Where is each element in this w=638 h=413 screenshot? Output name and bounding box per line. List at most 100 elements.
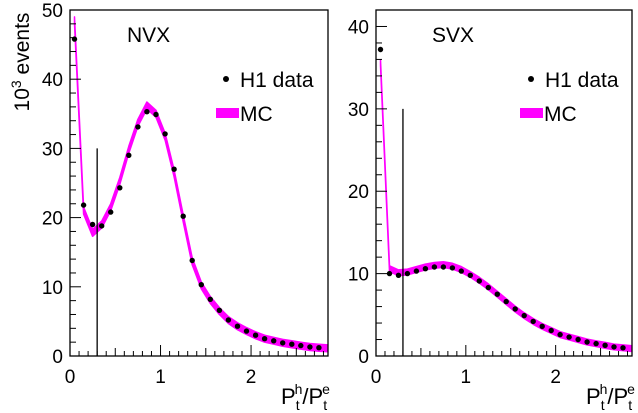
data-point	[307, 344, 313, 350]
y-tick-label: 10	[42, 278, 63, 299]
x-title-slash: /	[302, 384, 309, 409]
mc-band-series	[379, 59, 632, 353]
data-point	[449, 265, 456, 271]
x-title-sub2: t	[323, 397, 327, 413]
data-point	[512, 306, 518, 312]
x-tick-label: 0	[65, 367, 76, 388]
data-point	[216, 307, 223, 313]
legend-marker-dot	[223, 76, 229, 82]
y-axis-title-base: 10	[11, 88, 34, 111]
data-point	[271, 338, 277, 344]
x-title-sup: h	[295, 381, 303, 397]
data-point	[298, 342, 304, 349]
data-point	[494, 291, 500, 297]
data-point	[521, 312, 527, 319]
data-point	[162, 131, 168, 137]
data-point	[467, 272, 473, 278]
x-tick-label: 1	[461, 367, 472, 388]
x-title-sub2: t	[628, 397, 632, 413]
y-tick-label: 20	[42, 209, 63, 230]
plot-frame	[69, 9, 329, 357]
data-point	[413, 268, 420, 274]
legend-label-data: H1 data	[545, 69, 619, 92]
legend-label-mc: MC	[544, 103, 577, 126]
y-tick-label: 30	[42, 139, 63, 160]
data-point	[189, 257, 195, 264]
x-tick-label: 0	[371, 367, 382, 388]
y-tick-label: 40	[348, 17, 369, 38]
data-point	[458, 268, 464, 274]
plot-area	[377, 46, 632, 356]
y-tick-label: 10	[348, 265, 369, 286]
legend-marker-band	[520, 108, 543, 118]
y-tick-label: 20	[348, 182, 369, 203]
x-tick-label: 1	[155, 367, 166, 388]
data-point	[117, 185, 123, 191]
data-point	[620, 345, 626, 351]
data-point	[99, 223, 105, 229]
legend-marker-band	[216, 108, 239, 118]
data-point	[180, 213, 186, 219]
x-tick-label: 2	[246, 367, 257, 388]
data-point	[503, 298, 509, 305]
data-point	[602, 342, 608, 348]
data-point	[422, 266, 429, 272]
data-point	[89, 221, 96, 228]
data-point	[207, 296, 213, 302]
data-point	[243, 328, 250, 334]
panel-label: SVX	[432, 24, 474, 47]
data-point	[395, 272, 402, 278]
y-axis-title: 103 events	[8, 13, 34, 112]
data-point	[234, 323, 241, 329]
y-axis-title-rest: events	[11, 13, 34, 81]
data-point	[135, 124, 141, 130]
data-point	[440, 264, 447, 270]
legend-label-mc: MC	[240, 103, 273, 126]
x-title-base2: P	[309, 384, 324, 409]
x-title-base: P	[281, 384, 296, 409]
data-point	[377, 46, 384, 53]
data-point	[476, 278, 482, 284]
data-point	[171, 166, 177, 172]
data-point	[316, 345, 322, 351]
mc-band-series	[73, 16, 328, 353]
data-point	[144, 109, 150, 115]
x-tick-label: 2	[550, 367, 561, 388]
x-title-sup: h	[600, 381, 608, 397]
y-axis-title-exp: 3	[8, 80, 24, 88]
x-title-sup2: e	[627, 381, 635, 397]
data-point	[431, 264, 438, 270]
plot-area	[71, 16, 328, 356]
data-point	[584, 339, 590, 345]
data-point	[153, 111, 159, 118]
data-point	[530, 318, 536, 325]
x-title-sup2: e	[322, 381, 330, 397]
data-point	[593, 340, 599, 347]
svx-panel: 0 10 20 30 40 0 1 2 SVX H1 data MC	[348, 9, 633, 388]
data-point	[198, 282, 204, 288]
x-axis-title-left: Pth/Pte	[281, 381, 330, 413]
data-point	[280, 340, 286, 346]
data-point	[611, 344, 617, 350]
y-tick-label: 40	[42, 70, 63, 91]
data-point	[539, 323, 545, 329]
y-tick-label: 30	[348, 100, 369, 121]
data-point	[575, 336, 581, 343]
x-title-base: P	[586, 384, 601, 409]
x-axis-title-right: Pth/Pte	[586, 381, 635, 413]
data-point	[566, 334, 572, 340]
data-point	[289, 341, 295, 347]
data-point	[126, 152, 132, 158]
x-title-slash: /	[607, 384, 614, 409]
data-point	[261, 336, 268, 342]
data-point	[80, 202, 87, 208]
data-point	[386, 270, 393, 277]
nvx-panel: 0 10 20 30 40 50 0 1 2 NVX H1 data MC	[42, 1, 329, 388]
y-tick-label: 0	[358, 347, 369, 368]
data-point	[225, 317, 232, 323]
data-point	[404, 270, 411, 277]
legend-marker-dot	[528, 76, 534, 82]
data-point	[252, 332, 259, 338]
x-title-sub: t	[601, 397, 605, 413]
